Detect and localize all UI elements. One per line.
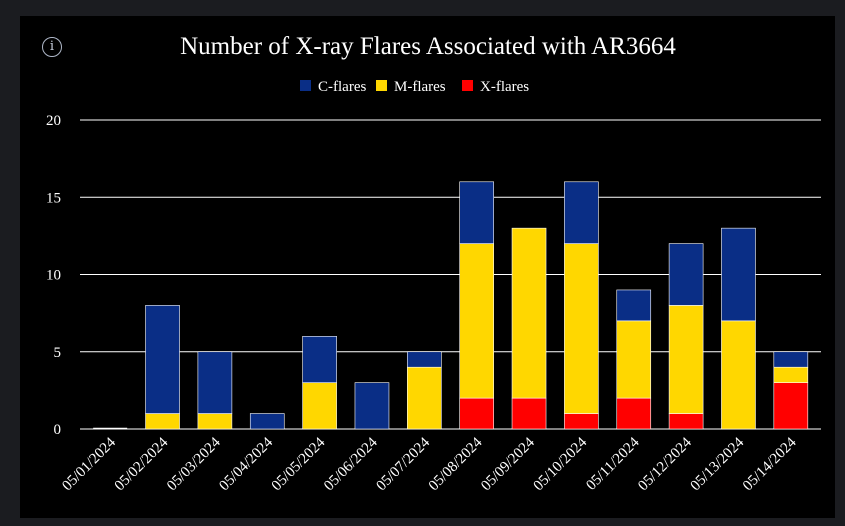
y-axis-ticks: 0 5 10 15 20 [46,113,61,438]
bar-c-flares [407,351,442,368]
bar-c-flares [249,413,285,430]
bar-c-flares [773,351,809,368]
x-tick-label: 05/06/2024 [321,434,381,494]
x-tick-label: 05/12/2024 [635,434,695,494]
legend-label-m-flares: M-flares [394,79,446,95]
bar-c-flares [145,305,180,414]
bar-stack [616,289,652,430]
legend-label-c-flares: C-flares [318,79,366,95]
bar-m-flares [773,366,809,383]
bar-stack [197,351,233,430]
y-tick-label: 0 [54,422,62,438]
y-tick-label: 5 [54,345,62,361]
chart-gridlines [80,119,821,430]
x-tick-label: 05/14/2024 [740,434,800,494]
bar-c-flares [354,382,390,430]
legend-swatch-x-flares [462,80,473,91]
x-tick-label: 05/01/2024 [59,434,119,494]
x-tick-label: 05/03/2024 [164,434,224,494]
x-tick-label: 05/10/2024 [531,434,591,494]
bar-c-flares [668,243,704,306]
y-tick-label: 15 [46,190,61,206]
x-tick-label: 05/11/2024 [583,434,643,494]
x-tick-label: 05/02/2024 [112,434,172,494]
bar-stack [407,351,442,430]
legend-label-x-flares: X-flares [480,79,529,95]
y-tick-label: 20 [46,113,61,129]
bar-c-flares [564,181,599,244]
bar-x-flares [773,382,809,430]
bar-stack [459,181,494,430]
bar-x-flares [511,397,547,430]
x-axis-ticks: 05/01/202405/02/202405/03/202405/04/2024… [59,434,800,494]
chart-title: Number of X-ray Flares Associated with A… [180,33,676,60]
bar-stack [511,227,547,430]
bar-c-flares [459,181,494,244]
y-tick-label: 10 [46,268,61,284]
bar-x-flares [668,413,704,430]
bar-stack [773,351,809,430]
bar-m-flares [721,320,756,430]
bar-stack [668,243,704,430]
bar-x-flares [459,397,494,430]
x-tick-label: 05/13/2024 [688,434,748,494]
x-tick-label: 05/04/2024 [216,434,276,494]
bar-stack [302,335,337,430]
bar-x-flares [564,413,599,430]
x-tick-label: 05/09/2024 [478,434,538,494]
chart-legend: C-flares M-flares X-flares [300,79,529,95]
legend-swatch-m-flares [376,80,387,91]
bar-c-flares [721,227,756,322]
x-tick-label: 05/08/2024 [426,434,486,494]
bar-stack [354,382,390,430]
bar-m-flares [511,227,547,399]
bar-m-flares [197,413,233,430]
bar-m-flares [302,382,337,430]
bar-m-flares [564,243,599,414]
bar-c-flares [302,335,337,383]
bar-x-flares [616,397,652,430]
bar-m-flares [616,320,652,399]
bar-c-flares [616,289,652,322]
x-tick-label: 05/07/2024 [374,434,434,494]
bar-stack [721,227,756,430]
bar-m-flares [407,366,442,430]
bar-stack [145,305,180,430]
bar-m-flares [145,413,180,430]
bar-m-flares [668,305,704,414]
bar-m-flares [459,243,494,399]
chart-bars [93,181,809,430]
bar-c-flares [197,351,233,414]
bar-stack [249,413,285,430]
legend-swatch-c-flares [300,80,311,91]
x-tick-label: 05/05/2024 [269,434,329,494]
bar-stack [564,181,599,430]
info-icon[interactable]: i [42,37,62,57]
